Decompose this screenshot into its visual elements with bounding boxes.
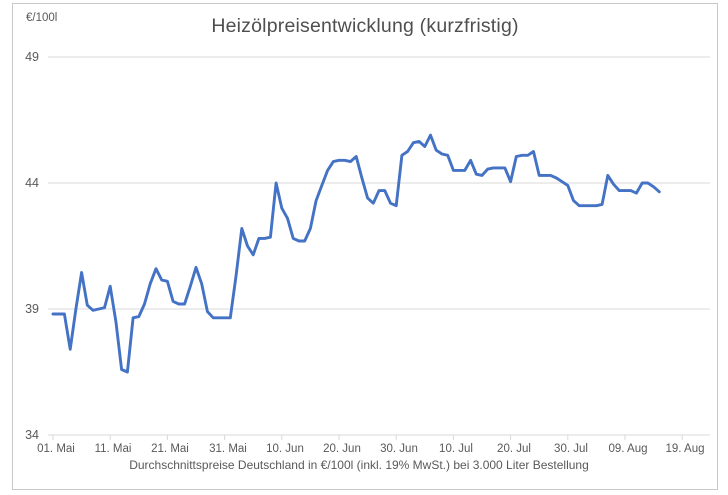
x-axis-tick-label-01-mai: 01. Mai xyxy=(37,443,75,455)
x-axis-tick-label-10-jul: 10. Jul xyxy=(439,443,473,455)
y-axis-tick-label-44: 44 xyxy=(25,176,39,190)
x-axis-tick-label-09-aug: 09. Aug xyxy=(608,443,648,455)
x-axis-tick-label-31-mai: 31. Mai xyxy=(209,443,247,455)
heating-oil-price-line xyxy=(51,133,661,374)
x-axis-tick-label-20-jul: 20. Jul xyxy=(497,443,531,455)
y-axis-tick-label-39: 39 xyxy=(25,302,39,316)
chart-frame: €/100l Heizölpreisentwicklung (kurzfrist… xyxy=(12,3,718,490)
y-axis-tick-label-34: 34 xyxy=(25,428,39,442)
x-axis-tick-label-30-jul: 30. Jul xyxy=(554,443,588,455)
x-axis-tick-label-11-mai: 11. Mai xyxy=(94,443,132,455)
y-axis-unit-label: €/100l xyxy=(26,12,58,24)
price-line-chart-plot-area xyxy=(48,56,710,440)
x-axis-tick-label-10-jun: 10. Jun xyxy=(266,443,304,455)
x-axis-tick-label-20-jun: 20. Jun xyxy=(323,443,361,455)
x-axis-tick-label-30-jun: 30. Jun xyxy=(380,443,418,455)
chart-title: Heizölpreisentwicklung (kurzfristig) xyxy=(211,15,519,37)
y-axis-tick-label-49: 49 xyxy=(25,50,39,64)
x-axis-tick-label-21-mai: 21. Mai xyxy=(151,443,189,455)
x-axis-title-caption: Durchschnittspreise Deutschland in €/100… xyxy=(129,458,589,472)
x-axis-tick-label-19-aug: 19. Aug xyxy=(665,443,705,455)
